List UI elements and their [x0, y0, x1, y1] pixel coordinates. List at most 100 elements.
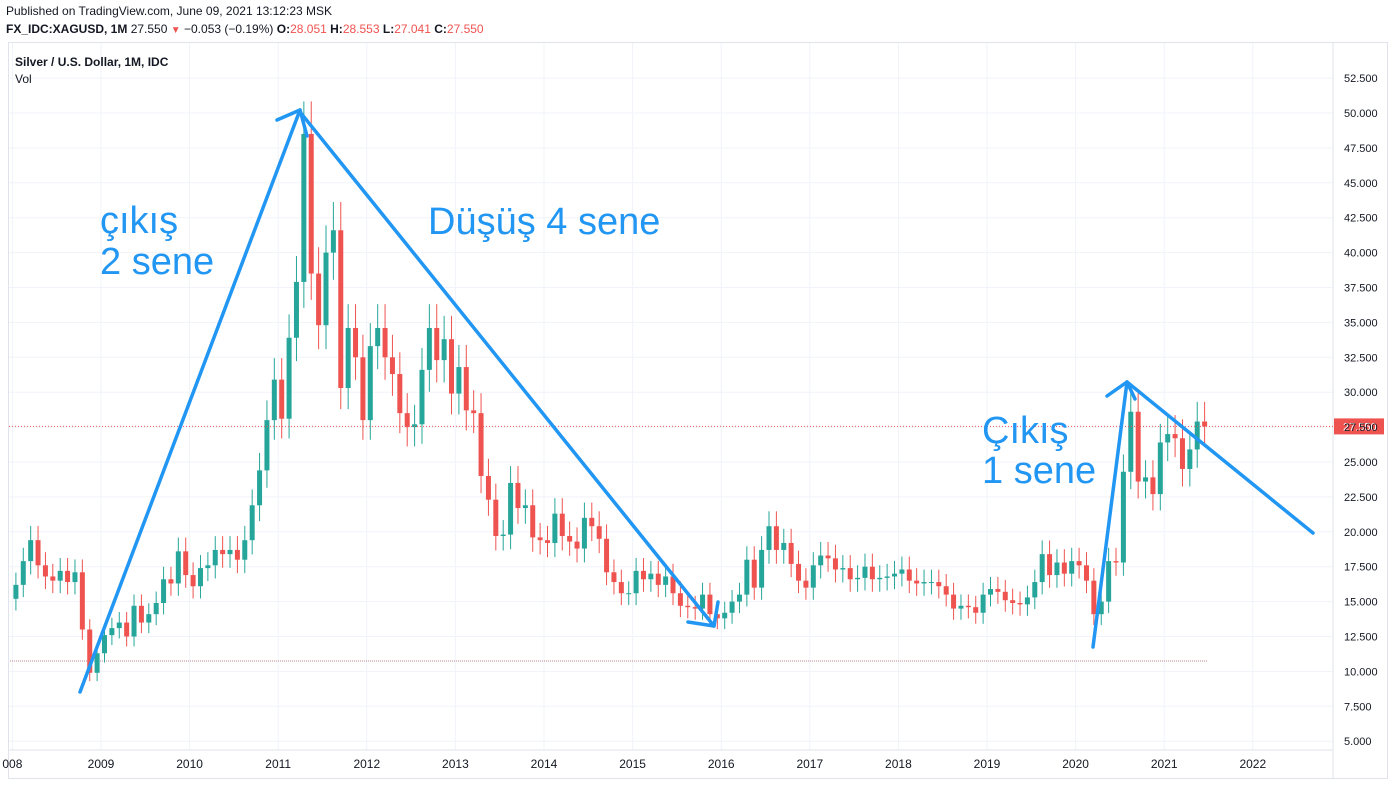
annotation-rise2-line1: Çıkış [982, 410, 1069, 452]
candle-body [286, 337, 292, 419]
price-tick-label: 32.500 [1344, 352, 1378, 364]
price-change: −0.053 (−0.19%) [184, 22, 274, 36]
candle-body [1083, 565, 1089, 581]
candle-body [441, 339, 447, 361]
last-price: 27.550 [130, 22, 168, 36]
candle-body [729, 601, 735, 613]
fall-arrow-head [686, 600, 720, 628]
candle-body [87, 629, 93, 673]
price-axis: 52.500 50.000 47.500 45.000 42.500 40.000 37.5… [1344, 73, 1378, 748]
candle-body [175, 551, 181, 584]
price-tick-label: 42.500 [1344, 213, 1378, 225]
candle-body [1194, 421, 1200, 450]
time-tick-label: 2010 [176, 757, 203, 771]
candle-body [153, 602, 159, 615]
close-value: 27.550 [446, 22, 484, 36]
candle-body [781, 542, 787, 550]
candle-body [1157, 442, 1163, 495]
candle-body [677, 593, 683, 606]
price-tick-label: 12.500 [1344, 632, 1378, 644]
candle-body [980, 594, 986, 613]
annotation-rise1-line1: çıkış [100, 200, 178, 242]
high-label: H: [330, 22, 343, 36]
price-tick-label: 5.000 [1344, 736, 1372, 748]
rise-arrow-1 [78, 108, 302, 694]
candle-body [574, 541, 580, 549]
candle-body [515, 482, 521, 509]
candle-body [212, 549, 218, 566]
legend-volume: Vol [15, 72, 32, 86]
candle-body [633, 570, 639, 594]
candle-body [596, 526, 602, 539]
price-tick-label: 50.000 [1344, 108, 1378, 120]
candle-body [840, 568, 846, 570]
candle-body [109, 628, 115, 636]
rise-arrow-1-head [275, 108, 309, 138]
time-tick-label: 2019 [974, 757, 1001, 771]
candle-body [796, 563, 802, 581]
candle-body [1024, 597, 1030, 605]
last-price-tag-label: 27.550 [1343, 421, 1377, 433]
price-tick-label: 7.500 [1344, 701, 1372, 713]
price-tick-label: 17.500 [1344, 562, 1378, 574]
price-tick-label: 52.500 [1344, 73, 1378, 85]
candle-body [1202, 421, 1208, 427]
candle-body [663, 576, 669, 585]
candle-body [685, 605, 691, 608]
candle-body [50, 576, 56, 581]
candle-body [921, 582, 927, 584]
candle-body [928, 582, 934, 584]
candle-body [323, 252, 329, 326]
last-price-line: 27.550 [9, 418, 1384, 435]
candle-body [707, 594, 713, 615]
candle-body [412, 424, 418, 428]
candle-body [611, 572, 617, 583]
candle-body [271, 379, 277, 421]
candle-body [589, 517, 595, 527]
candle-body [1047, 554, 1053, 576]
low-label: L: [382, 22, 395, 36]
candle-body [426, 327, 432, 370]
candle-body [855, 577, 861, 580]
price-tick-label: 15.000 [1344, 597, 1378, 609]
candle-body [79, 572, 85, 630]
candle-body [456, 367, 462, 394]
candle-body [57, 570, 63, 581]
candle-body [810, 565, 816, 588]
candle-body [301, 133, 307, 282]
candle-body [530, 505, 536, 538]
candle-body [234, 549, 240, 560]
candle-body [72, 572, 78, 583]
candle-body [626, 593, 632, 595]
time-tick-label: 2021 [1151, 757, 1178, 771]
candle-body [759, 549, 765, 588]
candle-body [449, 339, 455, 394]
candle-body [1187, 449, 1193, 469]
price-tick-label: 45.000 [1344, 178, 1378, 190]
candle-body [700, 594, 706, 609]
candle-body [744, 559, 750, 595]
down-arrow-icon: ▼ [170, 25, 181, 36]
candle-body [227, 549, 233, 555]
candle-body [788, 542, 794, 564]
candle-body [293, 281, 299, 338]
candle-body [736, 594, 742, 602]
candle-body [773, 526, 779, 550]
candle-body [648, 573, 654, 580]
annotation-texts: çıkış 2 sene Düşüş 4 sene Çıkış 1 sene [100, 200, 1096, 492]
candle-body [545, 540, 550, 543]
candle-body [973, 607, 979, 613]
annotation-rise1-line2: 2 sene [100, 241, 214, 283]
candle-body [500, 534, 506, 536]
candle-body [146, 614, 152, 623]
chart-frame[interactable] [8, 42, 1388, 779]
candle-body [360, 357, 366, 421]
candle-body [1002, 591, 1008, 601]
candle-body [168, 579, 174, 584]
candle-body [988, 589, 993, 595]
trend-arrows [78, 108, 1315, 694]
price-tick-label: 30.000 [1344, 387, 1378, 399]
time-tick-label: 2022 [1239, 757, 1266, 771]
candle-body [471, 410, 477, 414]
